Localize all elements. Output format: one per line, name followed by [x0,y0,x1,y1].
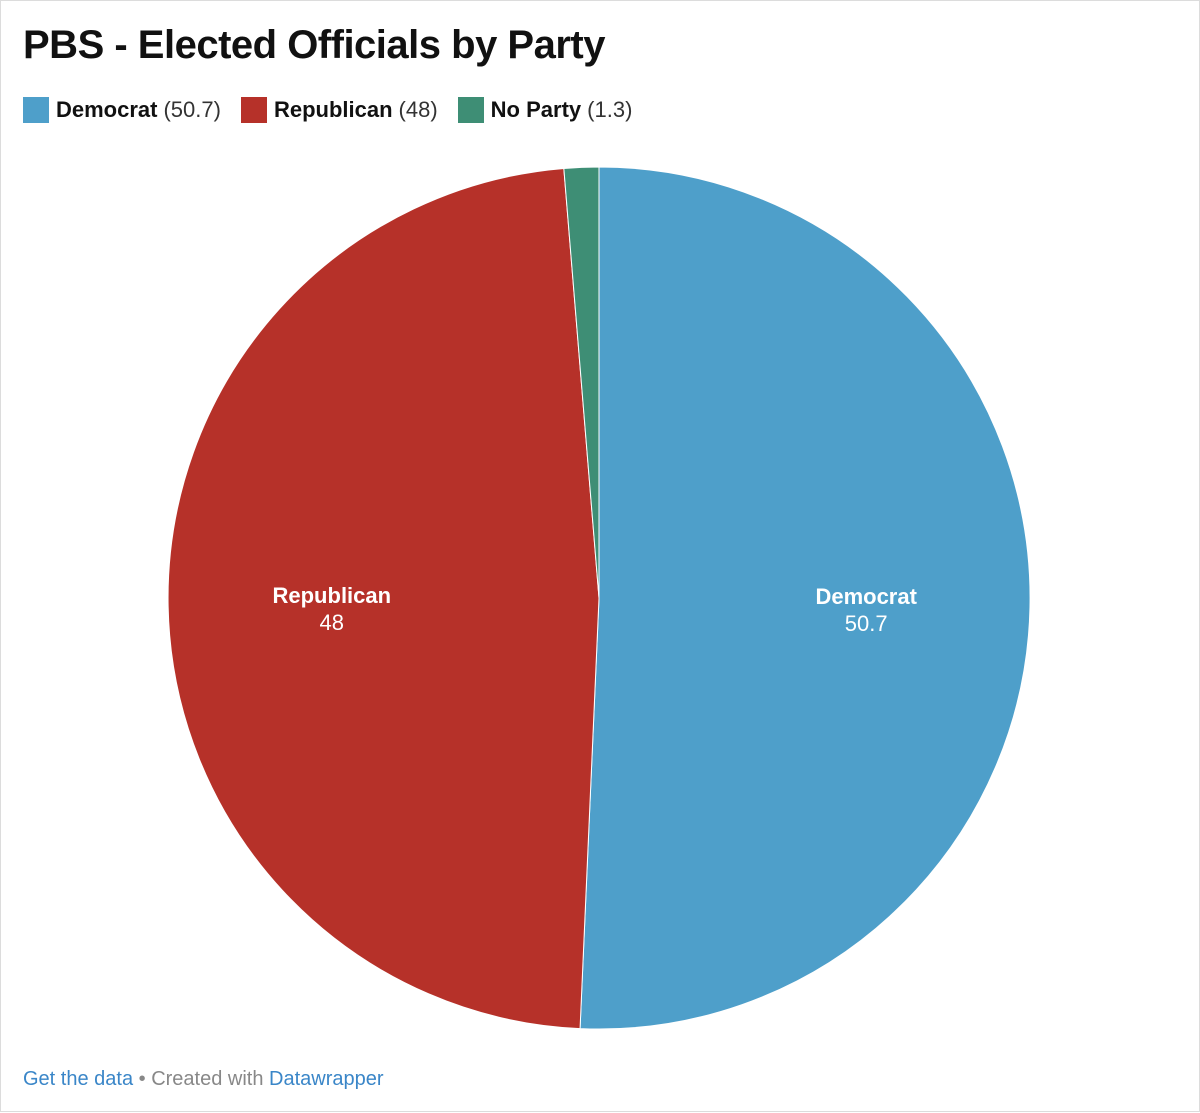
pie-slice-no-party [563,166,600,599]
legend-swatch-democrat [23,97,49,123]
legend-value-no-party: (1.3) [587,97,633,122]
pie-slice-republican [167,167,600,1030]
legend-item-republican: Republican (48) [240,97,438,123]
legend-item-democrat: Democrat (50.7) [23,97,221,123]
legend-value-republican: (48) [398,97,438,122]
legend-swatch-no-party [457,97,484,123]
legend-swatch-republican [240,97,267,123]
datawrapper-link[interactable]: Datawrapper [269,1068,384,1090]
legend-label-no-party: No Party [490,97,582,122]
chart-legend: Democrat (50.7) Republican (48) No Party… [23,97,632,123]
legend-label-democrat: Democrat [56,97,158,122]
slice-label-republican-name: Republican [273,583,392,608]
legend-value-democrat: (50.7) [163,97,221,122]
legend-label-republican: Republican [273,97,393,122]
slice-label-democrat-value: 50.7 [845,611,888,636]
chart-footer: Get the data • Created with Datawrapper [23,1068,384,1091]
slice-label-democrat-name: Democrat [815,584,917,609]
slice-label-republican-value: 48 [320,610,344,635]
footer-credit-text: • Created with [133,1068,270,1090]
get-the-data-link[interactable]: Get the data [23,1068,134,1090]
legend-item-no-party: No Party (1.3) [457,97,633,123]
pie-slice-democrat [579,166,1031,1030]
pie-slices [167,166,1031,1030]
chart-title: PBS - Elected Officials by Party [23,23,606,67]
